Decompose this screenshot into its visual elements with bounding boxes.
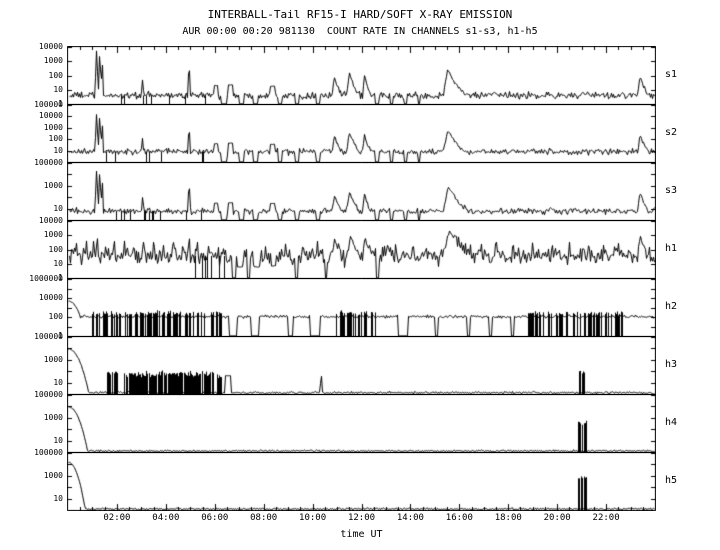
xtick-label: 20:00 [543,513,571,523]
xtick-label: 18:00 [494,513,522,523]
panel-s3-plot [67,162,656,221]
ytick-label: 1 [58,331,63,340]
panel-label-h1: h1 [665,243,678,254]
panel-s2-plot [67,104,656,163]
xtick-label: 12:00 [347,513,376,523]
ytick-label: 100000 [34,158,63,167]
chart-subtitle: AUR 00:00 00:20 981130 COUNT RATE IN CHA… [182,26,538,37]
ytick-label: 1000 [43,470,63,480]
ytick-label: 10000 [38,42,63,51]
ytick-label: 10 [53,377,63,387]
panel-h5-plot [67,452,656,511]
xtick-label: 14:00 [396,513,424,523]
ytick-label: 1000000 [29,274,63,283]
ytick-label: 10 [53,435,63,445]
panel-h2-plot [67,278,656,337]
panel-label-s2: s2 [665,127,678,138]
ytick-label: 10000 [38,111,63,121]
ytick-label: 1 [58,99,63,108]
ytick-label: 100000 [34,390,63,399]
xtick-label: 10:00 [299,513,327,523]
ytick-label: 100 [48,134,63,144]
ytick-label: 1000 [43,354,63,364]
ytick-label: 100000 [34,332,63,341]
chart-title: INTERBALL-Tail RF15-I HARD/SOFT X-RAY EM… [207,8,513,21]
panel-label-h4: h4 [665,417,678,428]
xtick-label: 22:00 [592,513,620,523]
x-axis-label: time UT [340,529,383,540]
panel-label-h3: h3 [665,359,678,370]
xtick-label: 04:00 [152,513,180,523]
ytick-label: 100 [48,70,63,80]
panel-label-s3: s3 [665,185,678,196]
ytick-label: 10000 [38,293,63,302]
ytick-label: 100 [48,244,63,254]
ytick-label: 1000 [43,56,63,66]
ytick-label: 1000 [43,412,63,422]
xtick-label: 16:00 [445,513,473,523]
panel-label-h5: h5 [665,475,678,486]
xtick-label: 08:00 [250,513,278,523]
ytick-label: 100000 [34,100,63,109]
ytick-label: 10 [53,203,63,213]
ytick-label: 1000 [43,180,63,190]
panel-h4-plot [67,394,656,453]
ytick-label: 100000 [34,448,63,457]
ytick-label: 1000 [43,230,63,240]
ytick-label: 1000 [43,122,63,132]
xtick-label: 02:00 [103,513,131,523]
ytick-label: 10 [53,84,63,94]
panel-label-s1: s1 [665,69,678,80]
ytick-label: 10 [53,258,63,268]
xtick-label: 06:00 [201,513,229,523]
panel-label-h2: h2 [665,301,678,312]
ytick-label: 10 [53,493,63,503]
panel-h1-plot [67,220,656,279]
ytick-label: 10000 [38,216,63,225]
panel-h3-plot [67,336,656,395]
panel-s1-plot [67,46,656,105]
ytick-label: 10 [53,145,63,155]
ytick-label: 1 [58,273,63,282]
ytick-label: 100 [48,312,63,321]
